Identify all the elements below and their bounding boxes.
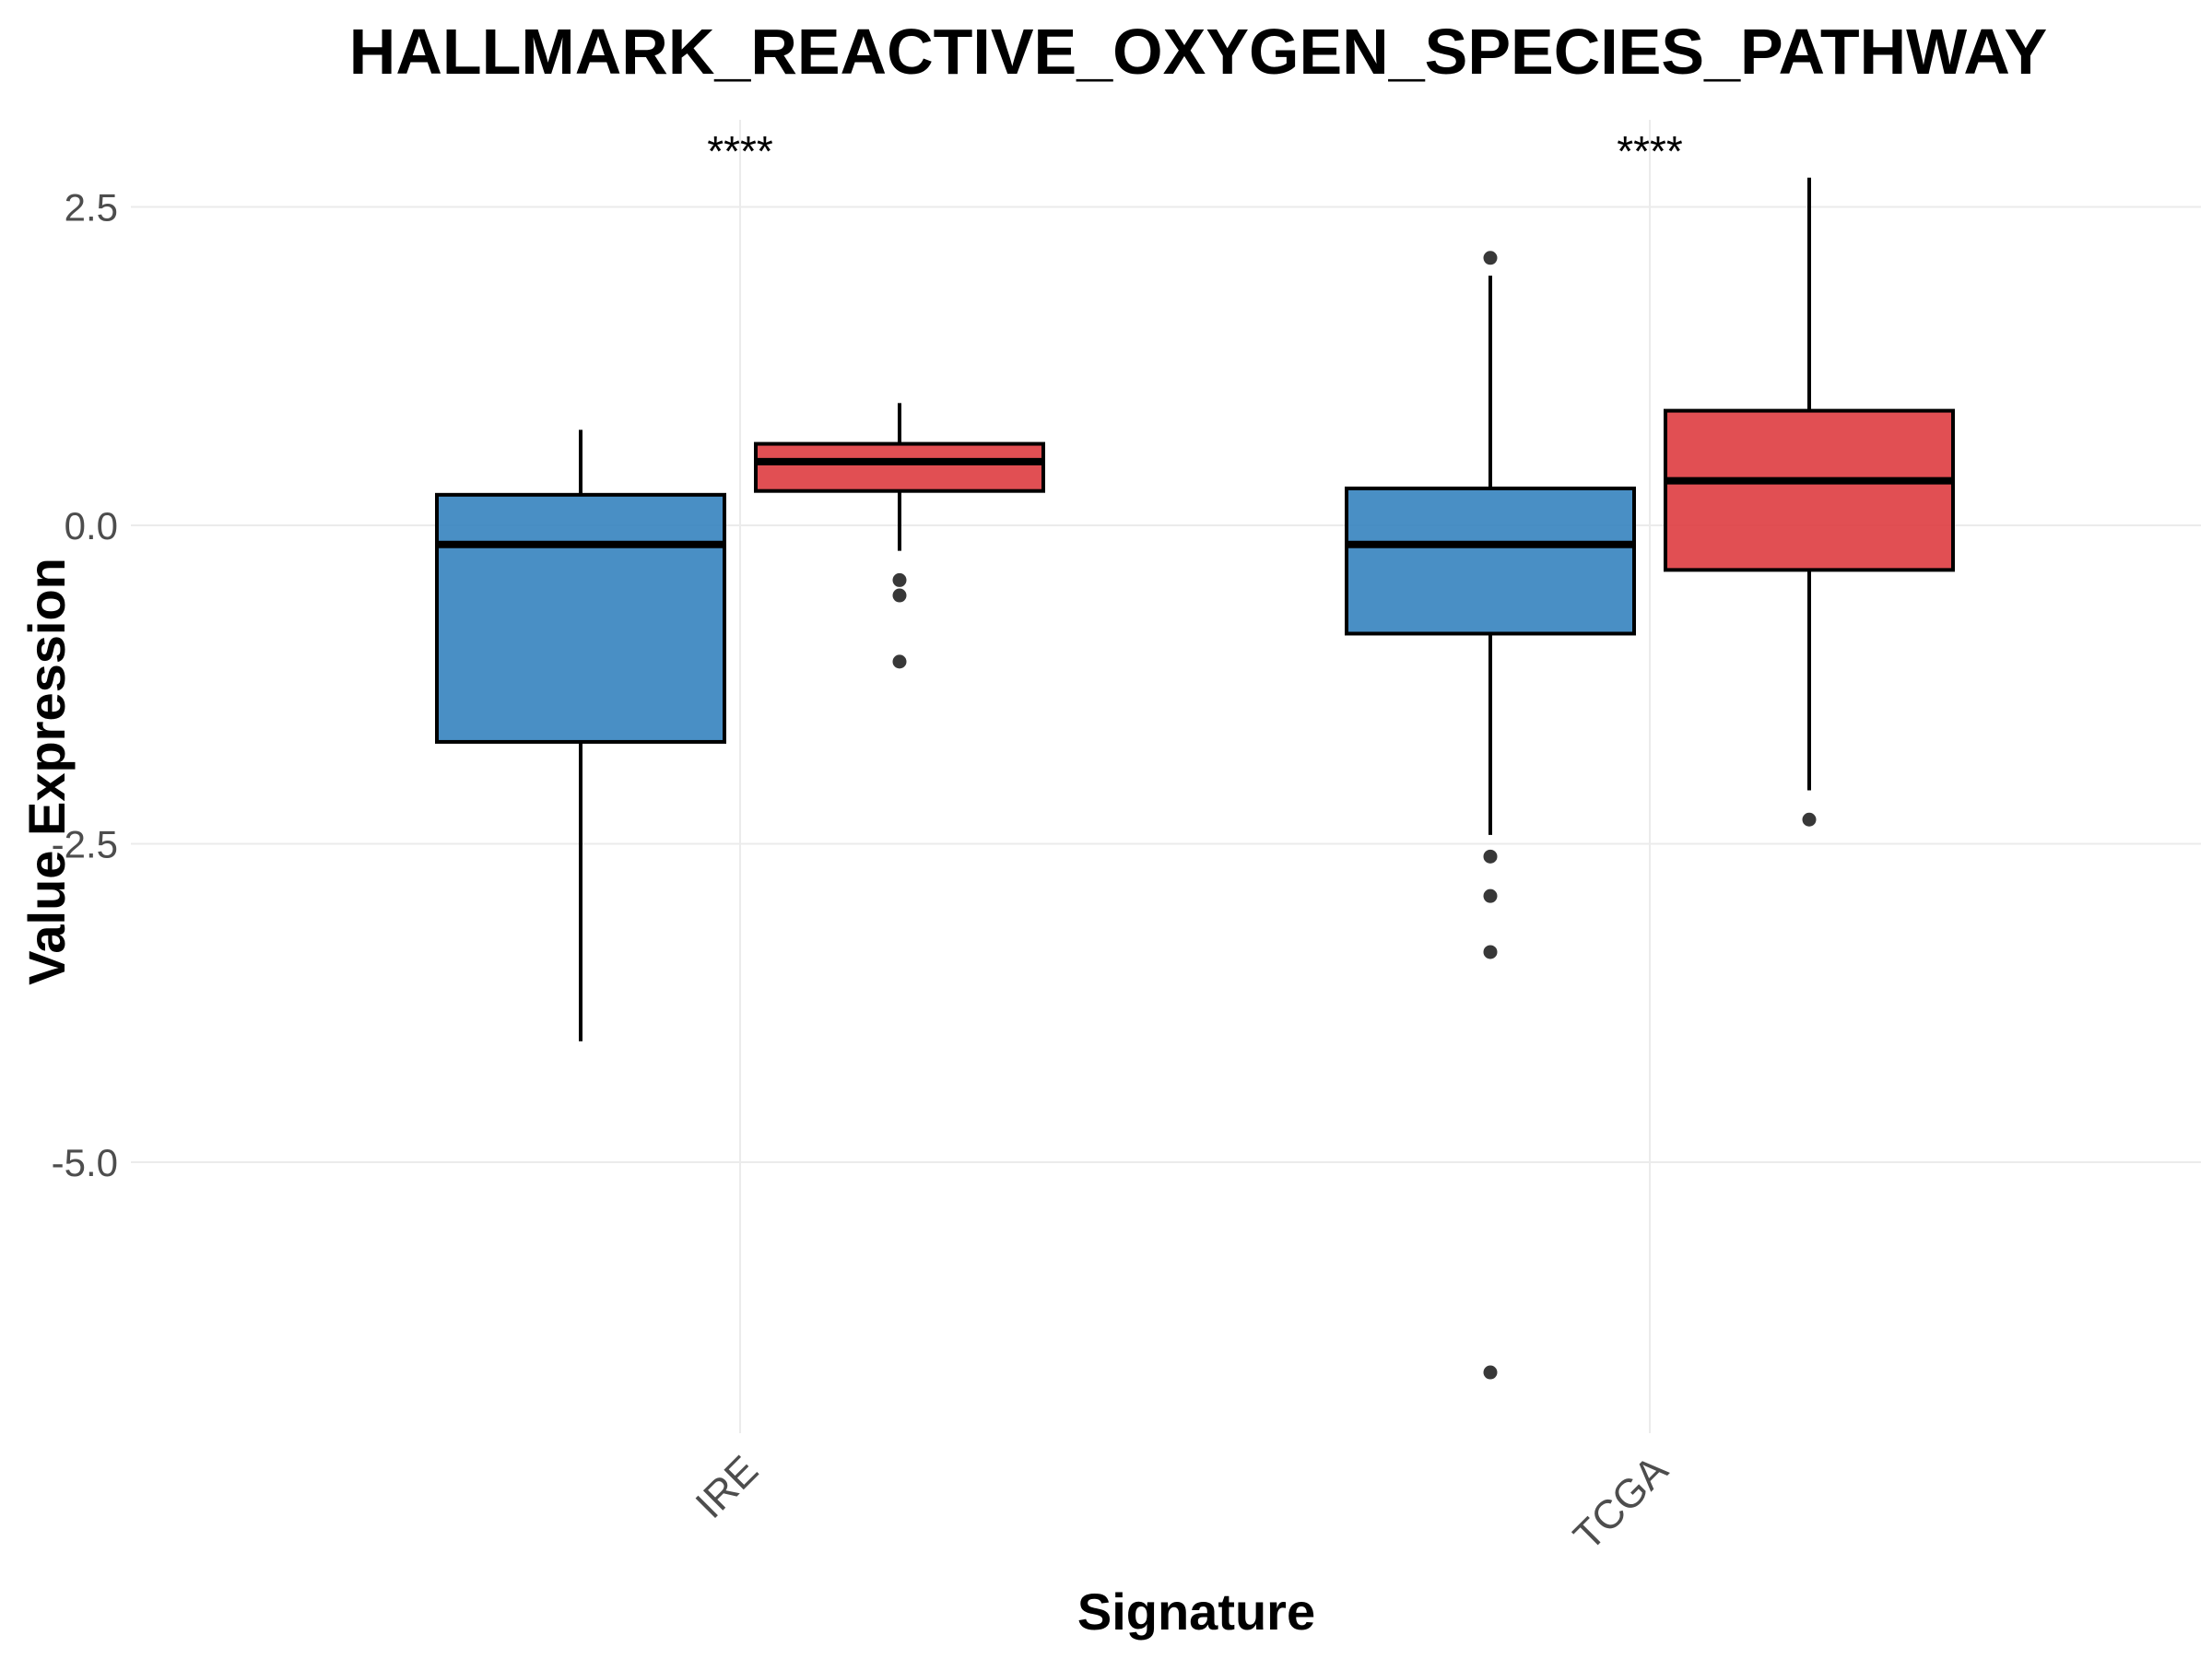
box-tcga-group1 (1345, 251, 1636, 1380)
outlier-point (1802, 812, 1817, 827)
chart-title: HALLMARK_REACTIVE_OXYGEN_SPECIES_PATHWAY (349, 16, 2047, 88)
y-axis-title: Value Expression (18, 558, 76, 985)
x-axis-title: Signature (1077, 1583, 1315, 1641)
box-body (435, 492, 726, 744)
significance-label: **** (707, 127, 773, 175)
y-tick-label: 2.5 (65, 186, 118, 229)
box-body (1664, 408, 1955, 572)
outlier-point (892, 572, 907, 587)
outlier-point (892, 588, 907, 603)
outlier-point (1483, 945, 1498, 959)
x-tick-label: TCGA (1565, 1447, 1677, 1559)
outlier-point (892, 654, 907, 669)
box-body (1345, 486, 1636, 636)
x-axis-ticks: IRE TCGA (688, 1447, 1677, 1559)
outlier-point (1483, 1365, 1498, 1380)
grid-lines (131, 120, 2201, 1433)
y-tick-label: 0.0 (65, 504, 118, 547)
y-tick-label: -2.5 (52, 823, 118, 866)
y-tick-label: -5.0 (52, 1141, 118, 1184)
significance-label: **** (1617, 127, 1683, 175)
outlier-point (1483, 888, 1498, 903)
box-body (754, 441, 1045, 493)
outlier-point (1483, 251, 1498, 265)
box-series (435, 177, 1955, 1380)
box-ire-group1 (435, 429, 726, 1041)
significance-annotations: **** **** (707, 127, 1683, 175)
outlier-point (1483, 849, 1498, 864)
x-tick-label: IRE (688, 1447, 768, 1527)
box-ire-group2 (754, 403, 1045, 669)
box-tcga-group2 (1664, 177, 1955, 827)
y-axis-ticks: 2.5 0.0 -2.5 -5.0 (52, 186, 118, 1185)
